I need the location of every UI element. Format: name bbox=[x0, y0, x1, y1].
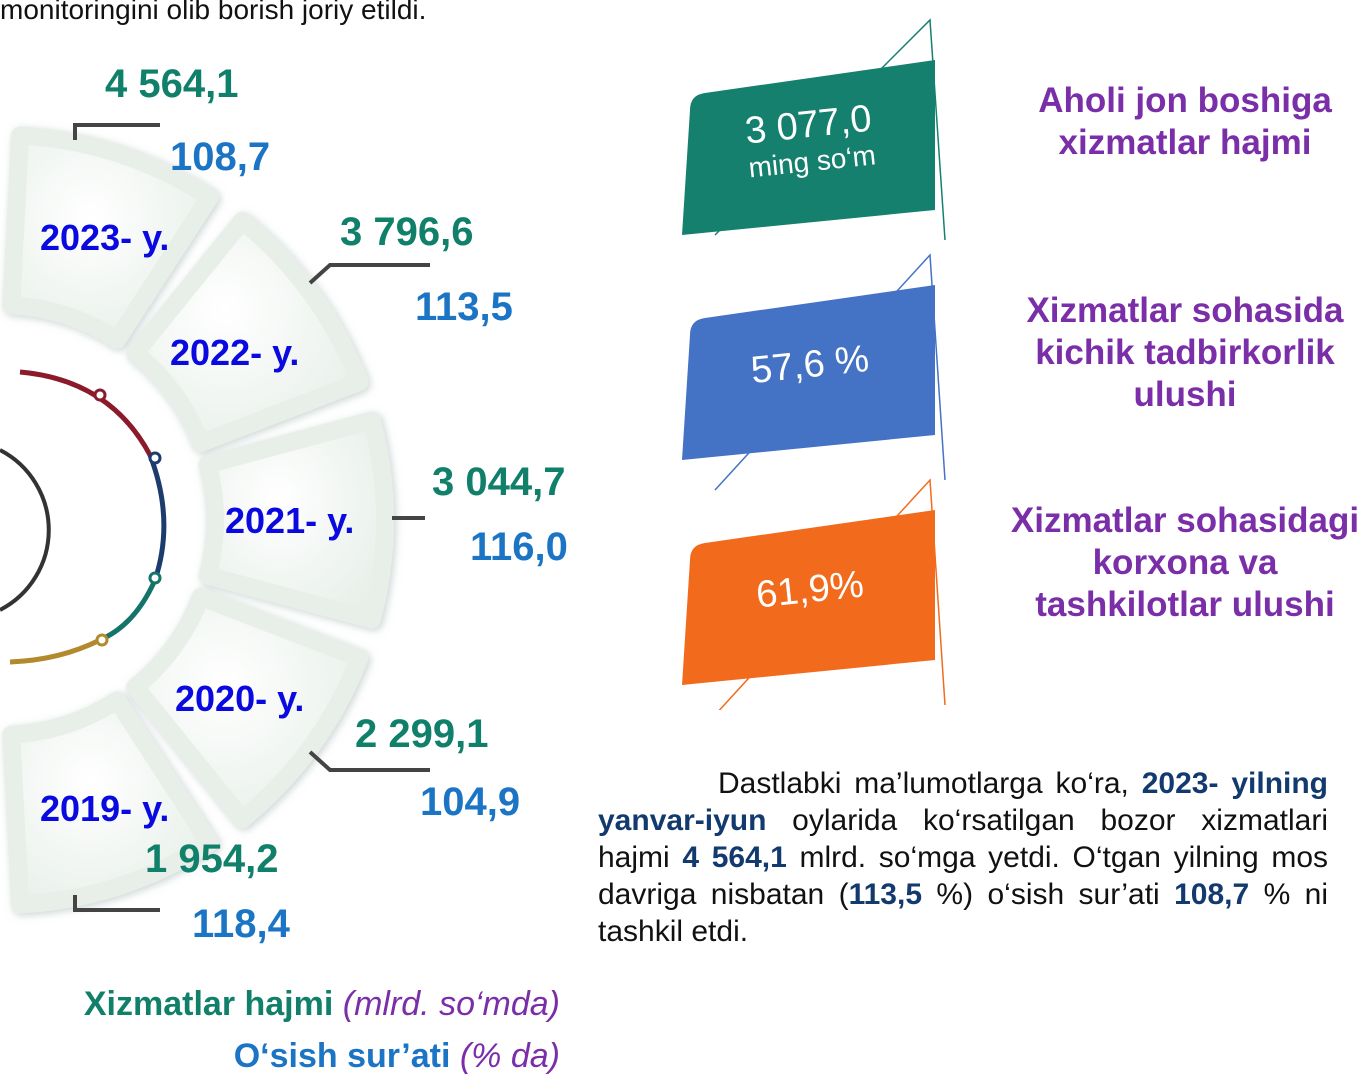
intro-text: monitoringini olib borish joriy etildi. bbox=[0, 0, 427, 25]
card bbox=[682, 60, 935, 235]
arc bbox=[19, 369, 153, 457]
year-tile bbox=[2, 691, 219, 914]
summary-paragraph: Dastlabki ma’lumotlarga ko‘ra, 2023- yil… bbox=[598, 765, 1328, 950]
volume-value: 4 564,1 bbox=[105, 62, 239, 106]
year-label: 2019- y. bbox=[40, 788, 170, 829]
year-tile bbox=[198, 411, 394, 629]
text: Dastlabki ma’lumotlarga ko‘ra, bbox=[718, 767, 1142, 800]
year-label: 2020- y. bbox=[175, 678, 305, 719]
arc bbox=[9, 637, 102, 665]
volume-value: 3 796,6 bbox=[340, 210, 474, 254]
fan-graphic bbox=[0, 123, 430, 914]
cards-graphic bbox=[682, 18, 946, 710]
bold-text: 4 564,1 bbox=[682, 841, 787, 874]
volume-value: 2 299,1 bbox=[355, 712, 489, 756]
text: oylarida ko‘rsatilgan bozor xizmatlari h… bbox=[598, 804, 1328, 874]
year-tile bbox=[2, 126, 219, 349]
card-caption: Aholi jon boshiga xizmatlar hajmi bbox=[1038, 81, 1332, 162]
growth-value: 108,7 bbox=[170, 135, 271, 179]
text: % ni tashkil etdi. bbox=[598, 878, 1328, 948]
growth-value: 104,9 bbox=[420, 780, 521, 824]
bold-text: 113,5 bbox=[848, 878, 923, 911]
year-label: 2021- y. bbox=[225, 500, 355, 541]
card bbox=[682, 285, 935, 460]
legend-entry: O‘sish sur’ati (% da) bbox=[234, 1037, 560, 1076]
growth-value: 118,4 bbox=[192, 902, 290, 946]
arc bbox=[98, 578, 158, 643]
card-caption: Xizmatlar sohasida kichik tadbirkorlik u… bbox=[1026, 291, 1344, 414]
legend-name: Xizmatlar hajmi bbox=[83, 985, 334, 1023]
text: %) o‘sish sur’ati bbox=[922, 878, 1175, 911]
growth-value: 116,0 bbox=[470, 525, 568, 569]
year-tile bbox=[126, 211, 369, 452]
legend-unit: (% da) bbox=[459, 1037, 560, 1075]
year-label: 2023- y. bbox=[40, 217, 170, 258]
card bbox=[682, 510, 935, 685]
growth-value: 113,5 bbox=[415, 285, 513, 329]
text: mlrd. so‘mga yetdi. O‘tgan yilning mos d… bbox=[598, 841, 1329, 911]
bold-text: 2023- yilning yanvar-iyun bbox=[598, 767, 1329, 837]
arc bbox=[147, 454, 167, 581]
year-tile bbox=[126, 588, 369, 829]
legend-entry: Xizmatlar hajmi (mlrd. so‘mda) bbox=[84, 985, 560, 1024]
card-caption: Xizmatlar sohasidagi korxona va tashkilo… bbox=[1010, 501, 1360, 624]
volume-value: 1 954,2 bbox=[145, 837, 279, 881]
volume-value: 3 044,7 bbox=[432, 460, 566, 504]
legend-name: O‘sish sur’ati bbox=[233, 1037, 451, 1075]
legend-unit: (mlrd. so‘mda) bbox=[342, 985, 560, 1023]
bold-text: 108,7 bbox=[1174, 878, 1250, 911]
year-label: 2022- y. bbox=[170, 332, 300, 373]
